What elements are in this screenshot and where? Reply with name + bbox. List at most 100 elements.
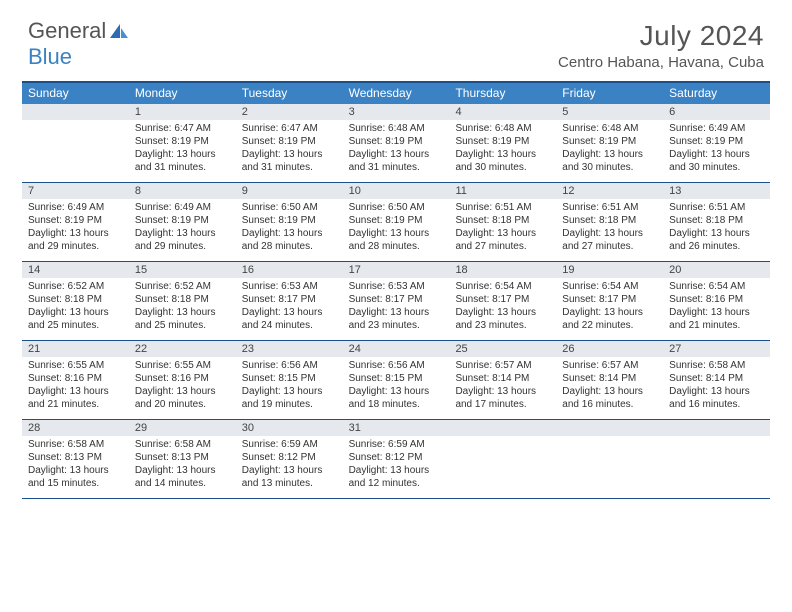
day-cell: 2Sunrise: 6:47 AMSunset: 8:19 PMDaylight… bbox=[236, 104, 343, 182]
week-row: 21Sunrise: 6:55 AMSunset: 8:16 PMDayligh… bbox=[22, 341, 770, 420]
week-row: 1Sunrise: 6:47 AMSunset: 8:19 PMDaylight… bbox=[22, 104, 770, 183]
day-body: Sunrise: 6:57 AMSunset: 8:14 PMDaylight:… bbox=[449, 357, 556, 415]
sunrise-text: Sunrise: 6:52 AM bbox=[135, 280, 232, 293]
sunset-text: Sunset: 8:17 PM bbox=[242, 293, 339, 306]
day-body: Sunrise: 6:50 AMSunset: 8:19 PMDaylight:… bbox=[343, 199, 450, 257]
day-body: Sunrise: 6:54 AMSunset: 8:17 PMDaylight:… bbox=[556, 278, 663, 336]
day-body: Sunrise: 6:47 AMSunset: 8:19 PMDaylight:… bbox=[129, 120, 236, 178]
day-cell: 14Sunrise: 6:52 AMSunset: 8:18 PMDayligh… bbox=[22, 262, 129, 340]
week-row: 28Sunrise: 6:58 AMSunset: 8:13 PMDayligh… bbox=[22, 420, 770, 499]
daylight-text: Daylight: 13 hours and 22 minutes. bbox=[562, 306, 659, 332]
calendar: Sunday Monday Tuesday Wednesday Thursday… bbox=[22, 81, 770, 499]
logo-word1: General bbox=[28, 20, 106, 42]
day-number: 23 bbox=[236, 341, 343, 357]
weekday-sunday: Sunday bbox=[22, 83, 129, 104]
daylight-text: Daylight: 13 hours and 27 minutes. bbox=[562, 227, 659, 253]
day-cell: 24Sunrise: 6:56 AMSunset: 8:15 PMDayligh… bbox=[343, 341, 450, 419]
daylight-text: Daylight: 13 hours and 12 minutes. bbox=[349, 464, 446, 490]
sunset-text: Sunset: 8:17 PM bbox=[349, 293, 446, 306]
day-body: Sunrise: 6:53 AMSunset: 8:17 PMDaylight:… bbox=[343, 278, 450, 336]
sunrise-text: Sunrise: 6:47 AM bbox=[135, 122, 232, 135]
sunrise-text: Sunrise: 6:47 AM bbox=[242, 122, 339, 135]
daylight-text: Daylight: 13 hours and 31 minutes. bbox=[242, 148, 339, 174]
sunset-text: Sunset: 8:19 PM bbox=[455, 135, 552, 148]
day-body: Sunrise: 6:53 AMSunset: 8:17 PMDaylight:… bbox=[236, 278, 343, 336]
daylight-text: Daylight: 13 hours and 20 minutes. bbox=[135, 385, 232, 411]
sunrise-text: Sunrise: 6:57 AM bbox=[455, 359, 552, 372]
day-number: 18 bbox=[449, 262, 556, 278]
day-number: 11 bbox=[449, 183, 556, 199]
sunset-text: Sunset: 8:18 PM bbox=[28, 293, 125, 306]
day-number bbox=[556, 420, 663, 436]
sunrise-text: Sunrise: 6:58 AM bbox=[669, 359, 766, 372]
day-number: 28 bbox=[22, 420, 129, 436]
sunrise-text: Sunrise: 6:51 AM bbox=[669, 201, 766, 214]
day-body: Sunrise: 6:49 AMSunset: 8:19 PMDaylight:… bbox=[22, 199, 129, 257]
daylight-text: Daylight: 13 hours and 13 minutes. bbox=[242, 464, 339, 490]
sunset-text: Sunset: 8:17 PM bbox=[455, 293, 552, 306]
day-body: Sunrise: 6:50 AMSunset: 8:19 PMDaylight:… bbox=[236, 199, 343, 257]
day-body: Sunrise: 6:59 AMSunset: 8:12 PMDaylight:… bbox=[343, 436, 450, 494]
day-cell: 27Sunrise: 6:58 AMSunset: 8:14 PMDayligh… bbox=[663, 341, 770, 419]
location: Centro Habana, Havana, Cuba bbox=[558, 54, 764, 71]
day-body: Sunrise: 6:48 AMSunset: 8:19 PMDaylight:… bbox=[449, 120, 556, 178]
day-cell: 15Sunrise: 6:52 AMSunset: 8:18 PMDayligh… bbox=[129, 262, 236, 340]
day-cell: 17Sunrise: 6:53 AMSunset: 8:17 PMDayligh… bbox=[343, 262, 450, 340]
daylight-text: Daylight: 13 hours and 16 minutes. bbox=[562, 385, 659, 411]
day-number: 31 bbox=[343, 420, 450, 436]
day-body: Sunrise: 6:56 AMSunset: 8:15 PMDaylight:… bbox=[343, 357, 450, 415]
day-cell: 10Sunrise: 6:50 AMSunset: 8:19 PMDayligh… bbox=[343, 183, 450, 261]
daylight-text: Daylight: 13 hours and 23 minutes. bbox=[349, 306, 446, 332]
weekday-monday: Monday bbox=[129, 83, 236, 104]
day-cell bbox=[663, 420, 770, 498]
day-number: 7 bbox=[22, 183, 129, 199]
sunset-text: Sunset: 8:19 PM bbox=[135, 135, 232, 148]
day-number: 17 bbox=[343, 262, 450, 278]
sunset-text: Sunset: 8:16 PM bbox=[135, 372, 232, 385]
day-cell: 21Sunrise: 6:55 AMSunset: 8:16 PMDayligh… bbox=[22, 341, 129, 419]
sunrise-text: Sunrise: 6:56 AM bbox=[349, 359, 446, 372]
week-row: 7Sunrise: 6:49 AMSunset: 8:19 PMDaylight… bbox=[22, 183, 770, 262]
logo-word2: Blue bbox=[28, 44, 72, 70]
daylight-text: Daylight: 13 hours and 16 minutes. bbox=[669, 385, 766, 411]
daylight-text: Daylight: 13 hours and 31 minutes. bbox=[135, 148, 232, 174]
day-body: Sunrise: 6:51 AMSunset: 8:18 PMDaylight:… bbox=[556, 199, 663, 257]
day-number: 27 bbox=[663, 341, 770, 357]
day-cell: 22Sunrise: 6:55 AMSunset: 8:16 PMDayligh… bbox=[129, 341, 236, 419]
daylight-text: Daylight: 13 hours and 28 minutes. bbox=[242, 227, 339, 253]
day-cell: 25Sunrise: 6:57 AMSunset: 8:14 PMDayligh… bbox=[449, 341, 556, 419]
daylight-text: Daylight: 13 hours and 30 minutes. bbox=[455, 148, 552, 174]
daylight-text: Daylight: 13 hours and 23 minutes. bbox=[455, 306, 552, 332]
sunset-text: Sunset: 8:14 PM bbox=[562, 372, 659, 385]
day-body: Sunrise: 6:49 AMSunset: 8:19 PMDaylight:… bbox=[129, 199, 236, 257]
daylight-text: Daylight: 13 hours and 19 minutes. bbox=[242, 385, 339, 411]
weekday-thursday: Thursday bbox=[449, 83, 556, 104]
day-number bbox=[663, 420, 770, 436]
day-cell: 26Sunrise: 6:57 AMSunset: 8:14 PMDayligh… bbox=[556, 341, 663, 419]
day-cell: 29Sunrise: 6:58 AMSunset: 8:13 PMDayligh… bbox=[129, 420, 236, 498]
day-number: 13 bbox=[663, 183, 770, 199]
sunrise-text: Sunrise: 6:48 AM bbox=[455, 122, 552, 135]
sunrise-text: Sunrise: 6:52 AM bbox=[28, 280, 125, 293]
day-body: Sunrise: 6:57 AMSunset: 8:14 PMDaylight:… bbox=[556, 357, 663, 415]
weekday-tuesday: Tuesday bbox=[236, 83, 343, 104]
sunrise-text: Sunrise: 6:53 AM bbox=[242, 280, 339, 293]
sunset-text: Sunset: 8:18 PM bbox=[455, 214, 552, 227]
day-number bbox=[449, 420, 556, 436]
daylight-text: Daylight: 13 hours and 18 minutes. bbox=[349, 385, 446, 411]
day-cell: 9Sunrise: 6:50 AMSunset: 8:19 PMDaylight… bbox=[236, 183, 343, 261]
sunset-text: Sunset: 8:19 PM bbox=[135, 214, 232, 227]
sunset-text: Sunset: 8:15 PM bbox=[242, 372, 339, 385]
day-number: 6 bbox=[663, 104, 770, 120]
daylight-text: Daylight: 13 hours and 15 minutes. bbox=[28, 464, 125, 490]
sunrise-text: Sunrise: 6:51 AM bbox=[562, 201, 659, 214]
sunset-text: Sunset: 8:12 PM bbox=[242, 451, 339, 464]
day-number: 2 bbox=[236, 104, 343, 120]
day-body: Sunrise: 6:56 AMSunset: 8:15 PMDaylight:… bbox=[236, 357, 343, 415]
day-body bbox=[663, 436, 770, 442]
daylight-text: Daylight: 13 hours and 24 minutes. bbox=[242, 306, 339, 332]
day-body bbox=[556, 436, 663, 442]
sunset-text: Sunset: 8:16 PM bbox=[28, 372, 125, 385]
day-body: Sunrise: 6:52 AMSunset: 8:18 PMDaylight:… bbox=[129, 278, 236, 336]
day-body: Sunrise: 6:58 AMSunset: 8:13 PMDaylight:… bbox=[22, 436, 129, 494]
